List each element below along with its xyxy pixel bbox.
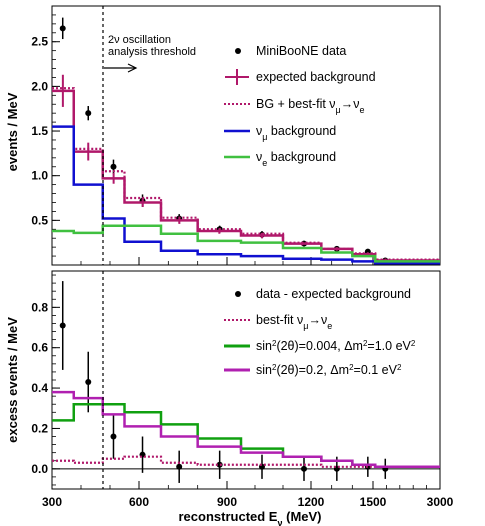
y-tick-label: 0.2 [31, 421, 48, 435]
top-plot-frame [51, 5, 441, 266]
x-axis-label: reconstructed Eν (MeV) [179, 509, 322, 526]
legend-nue-label: νe background [256, 150, 336, 168]
y-tick-label: 2.0 [31, 79, 48, 93]
legend-excess-marker [235, 291, 241, 297]
y-tick-label: 0.4 [31, 381, 48, 395]
data-point [216, 461, 223, 468]
top-panel: 0.5 1.0 1.5 2.0 2.5 2ν oscillation analysis … [5, 5, 441, 266]
data-point [85, 110, 92, 117]
bottom-panel: 0.0 0.2 0.4 0.6 0.8 300 600 900 1200 1500 3000 ex… [5, 270, 454, 526]
legend-data-label: MiniBooNE data [256, 44, 346, 58]
top-y-axis-label: events / MeV [5, 92, 20, 171]
bottom-y-axis-label: excess events / MeV [5, 317, 20, 443]
bottom-x-axis: 300 600 900 1200 1500 3000 [42, 481, 454, 509]
bottom-legend: data - expected background best-fit νμ→ν… [224, 287, 416, 377]
legend-excess-label: data - expected background [256, 287, 411, 301]
y-tick-label: 0.0 [31, 462, 48, 476]
data-point [85, 379, 92, 386]
threshold-arrow [104, 63, 138, 73]
y-tick-label: 1.0 [31, 169, 48, 183]
legend-magenta-model-label: sin2(2θ)=0.2, Δm2=0.1 eV2 [256, 363, 402, 378]
x-tick-label: 3000 [427, 495, 454, 509]
series-step-line [52, 125, 440, 265]
bottom-series [52, 281, 440, 483]
data-point [176, 463, 183, 470]
x-tick-label: 300 [42, 495, 62, 509]
legend-expected-bg-label: expected background [256, 70, 376, 84]
series-step-line [52, 89, 440, 262]
series-dotted-step-line [52, 87, 440, 261]
x-tick-label: 1200 [298, 495, 325, 509]
series-step-line [52, 390, 440, 469]
y-tick-label: 0.8 [31, 300, 48, 314]
series-dotted-step-line [52, 455, 440, 468]
data-point [110, 163, 117, 170]
y-tick-label: 2.5 [31, 35, 48, 49]
legend-data-marker [235, 48, 241, 54]
top-legend: MiniBooNE data expected background BG + … [224, 44, 376, 168]
legend-numu-label: νμ background [256, 124, 336, 142]
bottom-y-axis: 0.0 0.2 0.4 0.6 0.8 [31, 274, 60, 486]
legend-bestfit-bottom-label: best-fit νμ→νe [256, 313, 332, 331]
threshold-label-line1: 2ν oscillation [108, 34, 171, 46]
legend-bestfit-label: BG + best-fit νμ→νe [256, 97, 365, 115]
x-tick-label: 1500 [360, 495, 387, 509]
y-tick-label: 0.5 [31, 213, 48, 227]
data-point [301, 465, 307, 472]
bottom-plot-frame [51, 270, 441, 490]
data-point [59, 25, 66, 32]
x-tick-label: 900 [217, 495, 237, 509]
legend-green-model-label: sin2(2θ)=0.004, Δm2=1.0 eV2 [256, 339, 416, 354]
threshold-label-line2: analysis threshold [108, 46, 196, 58]
y-tick-label: 0.6 [31, 341, 48, 355]
legend-expected-bg-marker [225, 69, 249, 85]
top-y-axis: 0.5 1.0 1.5 2.0 2.5 [31, 14, 60, 266]
x-tick-label: 600 [129, 495, 149, 509]
y-tick-label: 1.5 [31, 124, 48, 138]
data-point [59, 322, 66, 329]
data-point [110, 433, 117, 440]
